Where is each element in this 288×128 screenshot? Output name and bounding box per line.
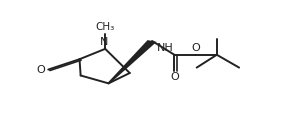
Text: O: O (36, 65, 45, 75)
Text: O: O (191, 43, 200, 53)
Polygon shape (107, 40, 157, 84)
Text: CH₃: CH₃ (96, 22, 115, 32)
Text: NH: NH (157, 43, 173, 54)
Text: O: O (170, 72, 179, 82)
Text: N: N (100, 37, 108, 47)
